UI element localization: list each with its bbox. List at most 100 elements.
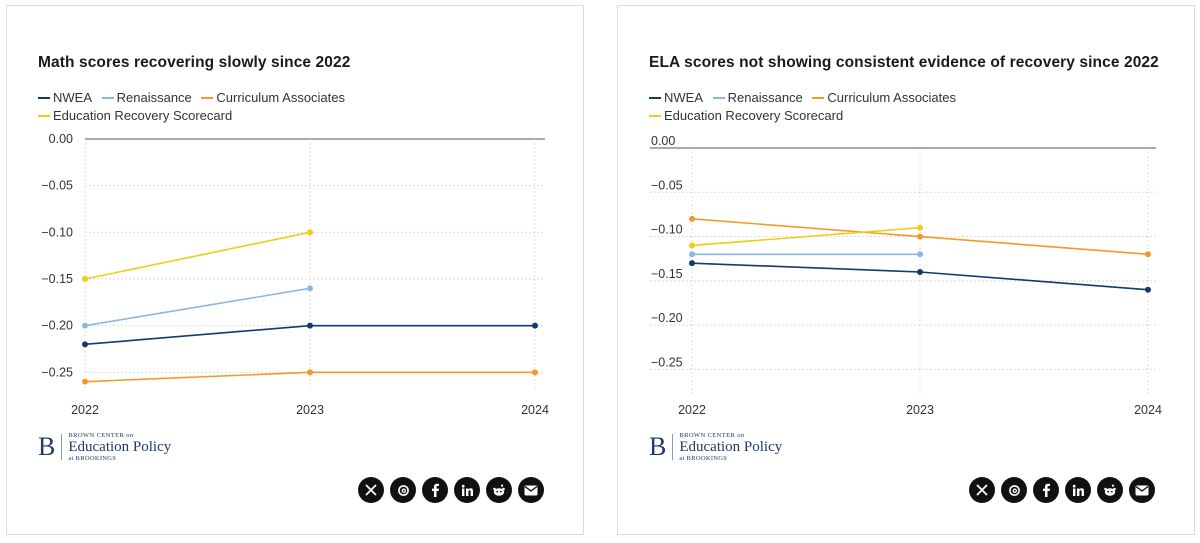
data-point-nwea xyxy=(689,260,695,267)
brookings-logo: B BROWN CENTER on Education Policy at BR… xyxy=(649,432,782,462)
email-icon xyxy=(1135,485,1149,496)
data-point-curriculum-associates xyxy=(689,215,695,222)
legend-label: Curriculum Associates xyxy=(827,90,957,105)
threads-icon xyxy=(397,484,410,497)
reddit-icon xyxy=(1103,484,1117,497)
legend-item-education-recovery-scorecard[interactable]: Education Recovery Scorecard xyxy=(38,108,232,123)
brand-letter: B xyxy=(649,434,674,460)
brand-middle: Education Policy xyxy=(68,439,172,455)
brand-middle: Education Policy xyxy=(679,439,783,455)
x-tick-label: 2022 xyxy=(71,403,99,417)
legend-label: Renaissance xyxy=(116,90,192,105)
y-tick-label: −0.25 xyxy=(651,355,683,369)
legend-swatch xyxy=(38,114,50,117)
data-point-curriculum-associates xyxy=(917,233,923,240)
share-threads-button[interactable] xyxy=(1001,477,1027,503)
share-x-button[interactable] xyxy=(969,477,995,503)
x-tick-label: 2023 xyxy=(296,403,324,417)
facebook-icon xyxy=(430,483,440,497)
legend-label: Education Recovery Scorecard xyxy=(53,108,233,123)
data-point-renaissance xyxy=(689,251,695,258)
share-linkedin-button[interactable] xyxy=(1065,477,1091,503)
share-reddit-button[interactable] xyxy=(486,477,512,503)
y-tick-label: −0.15 xyxy=(651,267,683,281)
x-tick-label: 2022 xyxy=(678,403,706,417)
legend-item-nwea[interactable]: NWEA xyxy=(38,90,92,105)
share-bar xyxy=(358,477,544,503)
brand-top: BROWN CENTER on xyxy=(679,432,745,439)
data-point-renaissance xyxy=(82,322,88,329)
series-line-renaissance xyxy=(84,287,311,327)
data-point-nwea xyxy=(917,269,923,275)
reddit-icon xyxy=(492,484,506,497)
math-line-chart: 0.00 −0.05 −0.10 −0.15 −0.20 −0.25 2022 2023 202… xyxy=(41,132,549,417)
legend-item-nwea[interactable]: NWEA xyxy=(649,90,703,105)
legend-swatch xyxy=(38,96,50,99)
share-bar xyxy=(969,477,1155,503)
data-point-curriculum-associates xyxy=(1145,251,1151,258)
linkedin-icon xyxy=(1072,484,1085,497)
data-point-education-recovery-scorecard xyxy=(82,276,88,282)
legend-label: NWEA xyxy=(53,90,92,105)
legend-item-curriculum-associates[interactable]: Curriculum Associates xyxy=(201,90,345,105)
linkedin-icon xyxy=(461,484,474,497)
x-tick-label: 2023 xyxy=(906,403,934,417)
data-point-nwea xyxy=(307,322,313,329)
series-line-education-recovery-scorecard xyxy=(84,231,311,280)
share-reddit-button[interactable] xyxy=(1097,477,1123,503)
legend-item-curriculum-associates[interactable]: Curriculum Associates xyxy=(812,90,956,105)
chart-title: Math scores recovering slowly since 2022 xyxy=(38,54,351,71)
share-facebook-button[interactable] xyxy=(422,477,448,503)
y-tick-label: −0.05 xyxy=(41,179,73,193)
ela-line-chart: 0.00 −0.05 −0.10 −0.15 −0.20 −0.25 2022 2023 202… xyxy=(650,134,1162,417)
share-linkedin-button[interactable] xyxy=(454,477,480,503)
data-point-curriculum-associates xyxy=(82,378,88,385)
legend-swatch xyxy=(649,96,661,99)
legend-swatch xyxy=(649,114,661,117)
chart-title: ELA scores not showing consistent eviden… xyxy=(649,54,1159,71)
brand-bottom: at BROOKINGS xyxy=(68,455,117,462)
data-point-nwea xyxy=(1145,286,1151,293)
y-tick-label: −0.05 xyxy=(651,178,683,192)
legend-item-education-recovery-scorecard[interactable]: Education Recovery Scorecard xyxy=(649,108,843,123)
legend-swatch xyxy=(712,96,725,99)
threads-icon xyxy=(1008,484,1021,497)
math-chart-card: Math scores recovering slowly since 2022… xyxy=(6,5,584,535)
y-tick-label: −0.20 xyxy=(41,319,73,333)
data-point-renaissance xyxy=(917,251,923,258)
brand-bottom: at BROOKINGS xyxy=(679,455,728,462)
data-point-nwea xyxy=(532,322,538,329)
y-tick-label: 0.00 xyxy=(651,134,675,148)
data-point-education-recovery-scorecard xyxy=(307,229,313,236)
legend-label: Renaissance xyxy=(727,90,803,105)
share-threads-button[interactable] xyxy=(390,477,416,503)
brand-letter: B xyxy=(38,434,63,460)
series-line-education-recovery-scorecard xyxy=(691,226,921,247)
data-point-curriculum-associates xyxy=(532,369,538,376)
share-facebook-button[interactable] xyxy=(1033,477,1059,503)
data-point-renaissance xyxy=(307,285,313,292)
legend-label: Education Recovery Scorecard xyxy=(664,108,844,123)
x-icon xyxy=(365,484,377,496)
y-tick-label: −0.10 xyxy=(651,223,683,237)
brand-top: BROWN CENTER on xyxy=(68,432,134,439)
x-tick-label: 2024 xyxy=(1134,403,1162,417)
x-icon xyxy=(976,484,988,496)
facebook-icon xyxy=(1041,483,1051,497)
legend-item-renaissance[interactable]: Renaissance xyxy=(101,90,192,105)
share-email-button[interactable] xyxy=(518,477,544,503)
chart-legend: NWEA Renaissance Curriculum Associates E… xyxy=(38,89,538,125)
y-tick-label: −0.25 xyxy=(41,365,73,379)
legend-label: Curriculum Associates xyxy=(216,90,346,105)
share-x-button[interactable] xyxy=(358,477,384,503)
legend-item-renaissance[interactable]: Renaissance xyxy=(712,90,803,105)
data-point-nwea xyxy=(82,341,88,348)
data-point-education-recovery-scorecard xyxy=(689,242,695,249)
legend-swatch xyxy=(101,96,114,99)
data-point-curriculum-associates xyxy=(307,369,313,376)
y-tick-label: −0.10 xyxy=(41,225,73,239)
brookings-logo: B BROWN CENTER on Education Policy at BR… xyxy=(38,432,171,462)
legend-label: NWEA xyxy=(664,90,703,105)
share-email-button[interactable] xyxy=(1129,477,1155,503)
y-tick-label: −0.20 xyxy=(651,311,683,325)
